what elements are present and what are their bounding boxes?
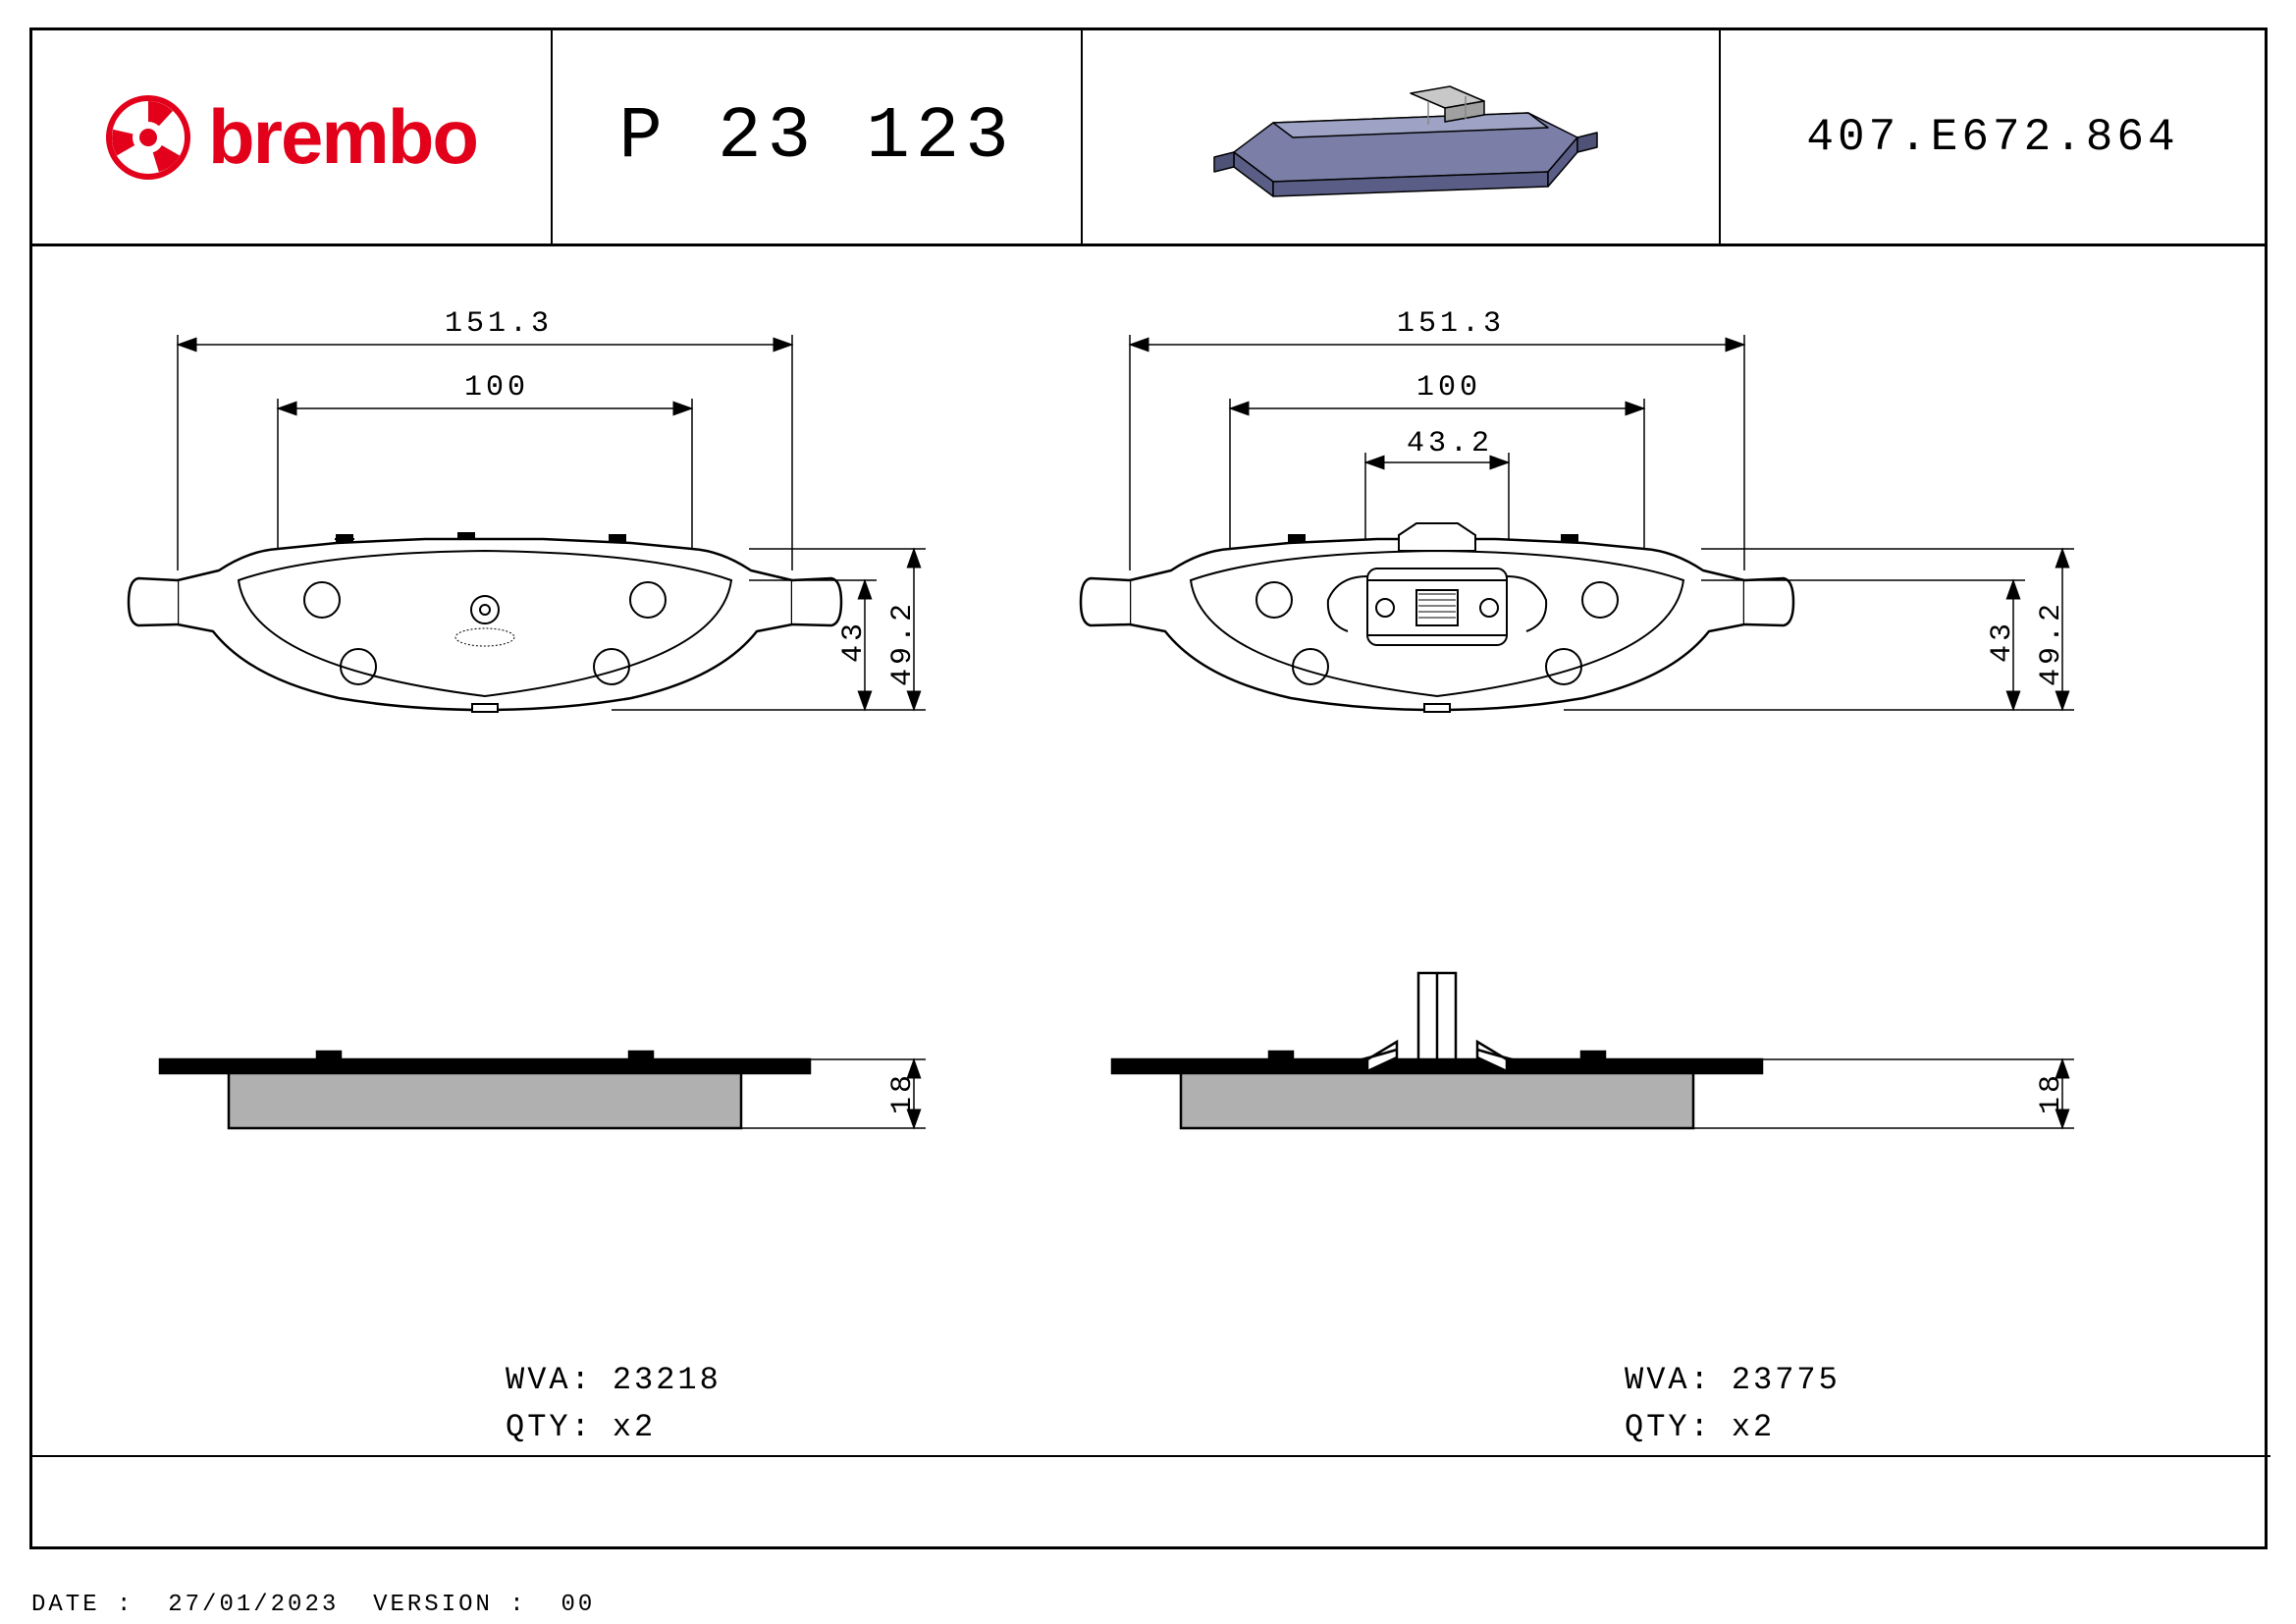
isometric-cell: [1083, 30, 1721, 244]
date-label: DATE :: [31, 1592, 133, 1618]
wva-value-r: 23775: [1732, 1358, 1841, 1403]
drawing-sheet: brembo P 23 123: [29, 27, 2268, 1549]
version-label: VERSION :: [373, 1592, 527, 1618]
dim-inner-width-r: 100: [1416, 371, 1481, 405]
wva-label: WVA:: [506, 1358, 611, 1403]
right-side-view: 18: [1073, 934, 2133, 1228]
dim-height-inner: 43: [837, 620, 871, 663]
logo-cell: brembo: [32, 30, 553, 244]
left-info: WVA: 23218 QTY: x2: [504, 1356, 723, 1453]
part-number: P 23 123: [618, 96, 1014, 179]
left-front-view: 151.3 100 43 49.2: [121, 286, 985, 875]
dim-thickness: 18: [886, 1071, 920, 1114]
dim-overall-width-r: 151.3: [1397, 307, 1505, 341]
title-block: brembo P 23 123: [32, 30, 2265, 246]
left-side-view: 18: [121, 973, 985, 1228]
dim-height-outer-r: 49.2: [2035, 600, 2068, 686]
part-number-cell: P 23 123: [553, 30, 1083, 244]
brembo-icon: [106, 95, 190, 180]
qty-label-r: QTY:: [1625, 1405, 1730, 1450]
reference-cell: 407.E672.864: [1721, 30, 2265, 244]
version-value: 00: [561, 1592, 596, 1618]
drawing-body: 151.3 100 43 49.2: [32, 246, 2265, 1546]
qty-label: QTY:: [506, 1405, 611, 1450]
reference-number: 407.E672.864: [1806, 112, 2178, 163]
isometric-preview: [1195, 54, 1607, 221]
right-front-view: 151.3 100 43.2 43 49.2: [1073, 286, 2133, 875]
dim-overall-width: 151.3: [445, 307, 553, 341]
brand-name: brembo: [208, 92, 477, 182]
qty-value-r: x2: [1732, 1405, 1841, 1450]
wva-label-r: WVA:: [1625, 1358, 1730, 1403]
dim-thickness-r: 18: [2035, 1071, 2068, 1114]
dim-height-inner-r: 43: [1986, 620, 2019, 663]
right-info: WVA: 23775 QTY: x2: [1623, 1356, 1842, 1453]
qty-value: x2: [613, 1405, 721, 1450]
footer: DATE : 27/01/2023 VERSION : 00: [31, 1592, 595, 1618]
date-value: 27/01/2023: [168, 1592, 339, 1618]
wva-value: 23218: [613, 1358, 721, 1403]
dim-clip-width: 43.2: [1407, 427, 1493, 460]
dim-height-outer: 49.2: [886, 600, 920, 686]
dim-inner-width: 100: [464, 371, 529, 405]
